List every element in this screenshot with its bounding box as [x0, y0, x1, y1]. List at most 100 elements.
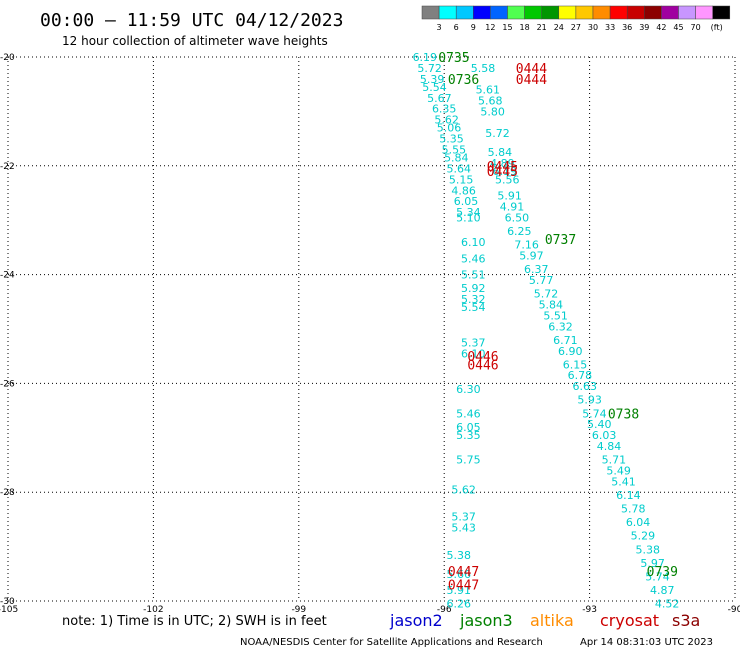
- y-tick-label: -30: [0, 597, 15, 607]
- axes: -105 -102 -99 -96 -93 -90 -20 -22 -24 -26 -28 -30: [0, 53, 740, 615]
- legend-swatch: [507, 5, 525, 20]
- wave-height-point: 5.84: [539, 299, 564, 312]
- y-tick-label: -24: [0, 271, 15, 281]
- legend-swatch: [626, 5, 645, 20]
- wave-height-point: 5.72: [417, 62, 442, 75]
- wave-height-point: 5.37: [451, 511, 476, 524]
- footer-credit: NOAA/NESDIS Center for Satellite Applica…: [240, 637, 543, 648]
- legend-label: 45: [673, 23, 683, 32]
- legend-label: 30: [588, 23, 598, 32]
- legend-swatch: [541, 5, 560, 20]
- time-label: 0447: [448, 565, 479, 580]
- wave-height-point: 6.04: [626, 516, 651, 529]
- wave-height-point: 5.35: [439, 133, 464, 146]
- legend-swatch: [695, 5, 713, 20]
- legend-label: 3: [437, 23, 442, 32]
- legend-label: 12: [485, 23, 495, 32]
- wave-height-point: 5.46: [456, 407, 481, 420]
- wave-height-point: 5.93: [577, 394, 602, 407]
- time-label: 0738: [608, 407, 639, 422]
- satellite-label-jason2: jason2: [389, 611, 443, 630]
- wave-height-point: 5.97: [640, 557, 665, 570]
- time-label: 0736: [448, 73, 479, 88]
- wave-height-point: 4.87: [650, 584, 675, 597]
- wave-height-point: 5.10: [456, 211, 481, 224]
- x-tick-label: -96: [437, 605, 452, 615]
- wave-height-point: 6.32: [548, 320, 573, 333]
- wave-height-point: 4.84: [597, 440, 622, 453]
- wave-height-point: 5.68: [478, 95, 503, 108]
- legend-label: 9: [471, 23, 476, 32]
- wave-height-point: 5.84: [488, 146, 513, 159]
- wave-height-point: 5.71: [602, 454, 627, 467]
- wave-height-point: 5.51: [461, 269, 486, 282]
- wave-height-point: 4.52: [655, 598, 680, 611]
- legend-label: (ft): [711, 23, 723, 32]
- legend-swatch: [644, 5, 662, 20]
- legend-label: 27: [571, 23, 581, 32]
- wave-height-point: 6.26: [446, 598, 471, 611]
- x-tick-label: -102: [143, 605, 163, 615]
- wave-height-point: 5.32: [461, 293, 486, 306]
- wave-height-point: 5.64: [446, 163, 471, 176]
- wave-height-point: 5.40: [587, 418, 612, 431]
- chart-title: 00:00 – 11:59 UTC 04/12/2023: [40, 10, 343, 31]
- legend-swatch: [438, 5, 457, 20]
- time-label: 0735: [438, 51, 469, 66]
- wave-height-point: 5.43: [451, 522, 476, 535]
- legend-label: 33: [605, 23, 615, 32]
- x-tick-label: -90: [728, 605, 740, 615]
- wave-height-point: 5.54: [461, 301, 486, 314]
- wave-height-point: 6.50: [505, 211, 530, 224]
- legend-label: 18: [520, 23, 530, 32]
- satellite-label-altika: altika: [530, 611, 574, 630]
- legend-label: 21: [537, 23, 547, 32]
- wave-height-point: 5.38: [446, 549, 471, 562]
- x-tick-label: -99: [291, 605, 306, 615]
- wave-height-point: 5.72: [485, 127, 510, 140]
- wave-height-point: 6.71: [553, 334, 578, 347]
- wave-height-point: 6.25: [507, 225, 532, 238]
- legend-swatch: [609, 5, 628, 20]
- wave-height-point: 6.30: [456, 383, 481, 396]
- time-label: 0739: [647, 565, 678, 580]
- wave-height-point: 5.54: [422, 81, 447, 94]
- legend-swatch: [592, 5, 611, 20]
- legend-label: 42: [656, 23, 666, 32]
- x-tick-label: -93: [582, 605, 597, 615]
- wave-height-point: 6.19: [413, 51, 438, 64]
- time-label: 0444: [516, 73, 547, 88]
- wave-height-point: 6.15: [563, 358, 588, 371]
- footer-timestamp: Apr 14 08:31:03 UTC 2023: [580, 637, 713, 648]
- wave-height-point: 5.74: [582, 407, 607, 420]
- wave-height-point: 5.92: [461, 282, 486, 295]
- legend-label: 6: [454, 23, 459, 32]
- x-tick-label: -105: [0, 605, 18, 615]
- wave-height-point: 6.10: [461, 236, 486, 249]
- wave-height-point: 6.37: [524, 263, 549, 276]
- satellite-label-cryosat: cryosat: [600, 611, 659, 630]
- time-label: 0737: [545, 233, 576, 248]
- time-label: 0446: [467, 350, 498, 365]
- wave-height-point: 6.19: [493, 165, 518, 178]
- legend-swatch: [712, 5, 731, 20]
- wave-height-point: 5.91: [446, 584, 471, 597]
- wave-height-point: 5.78: [621, 503, 646, 516]
- wave-height-point: 5.37: [461, 337, 486, 350]
- legend-swatch: [490, 5, 508, 20]
- legend-label: 39: [639, 23, 649, 32]
- wave-height-point: 6.78: [568, 369, 593, 382]
- time-label: 0445: [487, 160, 518, 175]
- wave-height-point: 4.86: [451, 184, 476, 197]
- wave-height-point: 6.05: [456, 421, 481, 434]
- satellite-legend: jason2 jason3 altika cryosat s3a: [389, 611, 700, 630]
- wave-height-point: 5.75: [456, 454, 481, 467]
- data-points: 6.195.725.395.545.676.355.625.065.355.55…: [413, 51, 680, 611]
- satellite-label-jason3: jason3: [459, 611, 513, 630]
- legend-swatch: [558, 5, 577, 20]
- wave-height-point: 5.67: [427, 92, 452, 105]
- wave-height-point: 5.66: [446, 568, 471, 581]
- wave-height-point: 5.29: [631, 530, 656, 543]
- wave-height-point: 5.77: [529, 274, 554, 287]
